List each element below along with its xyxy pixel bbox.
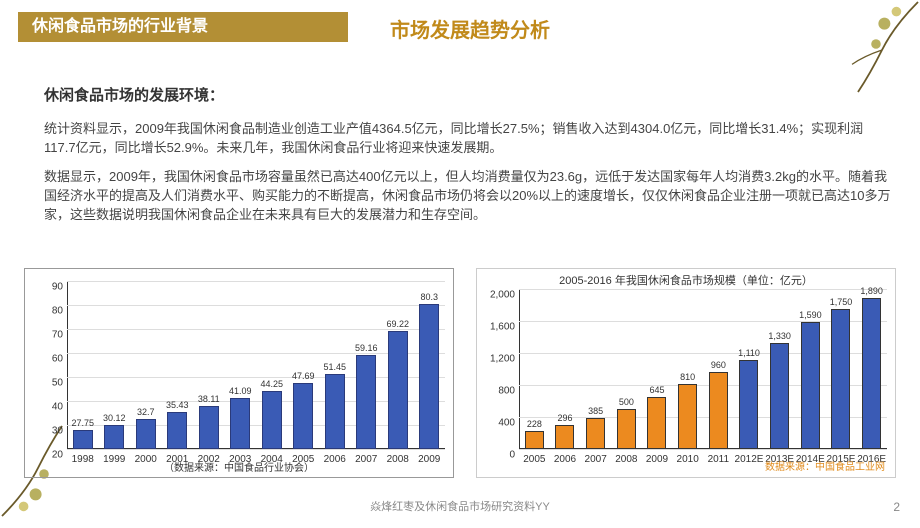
bar bbox=[801, 322, 820, 449]
section-subheading: 休闲食品市场的发展环境： bbox=[44, 84, 224, 105]
grid-line bbox=[67, 449, 445, 450]
bar-value-label: 1,330 bbox=[760, 331, 800, 341]
y-tick-label: 30 bbox=[35, 426, 63, 437]
bar bbox=[617, 409, 636, 449]
bar bbox=[293, 383, 313, 449]
y-tick-label: 2,000 bbox=[487, 290, 515, 301]
bar bbox=[555, 425, 574, 449]
bar bbox=[230, 398, 250, 449]
header-bar: 休闲食品市场的行业背景 bbox=[18, 12, 348, 42]
grid-line bbox=[67, 305, 445, 306]
bar-value-label: 1,110 bbox=[729, 348, 769, 358]
bar bbox=[388, 331, 408, 449]
bar-value-label: 960 bbox=[698, 360, 738, 370]
paragraph-1: 统计资料显示，2009年我国休闲食品制造业创造工业产值4364.5亿元，同比增长… bbox=[44, 120, 892, 158]
y-tick-label: 800 bbox=[487, 386, 515, 397]
bar bbox=[262, 391, 282, 449]
bar bbox=[167, 412, 187, 449]
y-tick-label: 1,600 bbox=[487, 322, 515, 333]
bar-value-label: 500 bbox=[606, 397, 646, 407]
bar bbox=[356, 355, 376, 449]
grid-line bbox=[519, 289, 887, 290]
grid-line bbox=[67, 329, 445, 330]
y-tick-label: 80 bbox=[35, 306, 63, 317]
page-number: 2 bbox=[893, 500, 900, 514]
y-tick-label: 50 bbox=[35, 378, 63, 389]
bar bbox=[831, 309, 850, 449]
y-tick-label: 60 bbox=[35, 354, 63, 365]
bar-value-label: 1,590 bbox=[790, 310, 830, 320]
grid-line bbox=[519, 449, 887, 450]
bar-value-label: 385 bbox=[576, 406, 616, 416]
bar bbox=[709, 372, 728, 449]
chart1-plot: 203040506070809027.75199830.12199932.720… bbox=[67, 281, 445, 449]
bar bbox=[739, 360, 758, 449]
bar bbox=[136, 419, 156, 449]
bar bbox=[586, 418, 605, 449]
floral-decoration-top-right bbox=[810, 0, 920, 110]
bar bbox=[104, 425, 124, 449]
footer-text: 焱烽红枣及休闲食品市场研究资料YY bbox=[0, 498, 920, 514]
bar bbox=[419, 304, 439, 449]
bar-value-label: 1,890 bbox=[852, 286, 892, 296]
bar bbox=[647, 397, 666, 449]
bar bbox=[73, 430, 93, 449]
main-title: 市场发展趋势分析 bbox=[390, 14, 550, 43]
bar bbox=[525, 431, 544, 449]
y-tick-label: 400 bbox=[487, 418, 515, 429]
bar-value-label: 80.3 bbox=[409, 292, 449, 302]
chart-market-scale: 2005-2016 年我国休闲食品市场规模（单位：亿元） 04008001,20… bbox=[476, 268, 896, 478]
bar bbox=[199, 406, 219, 449]
y-tick-label: 40 bbox=[35, 402, 63, 413]
y-tick-label: 1,200 bbox=[487, 354, 515, 365]
chart2-source: 数据来源：中国食品工业网 bbox=[765, 458, 885, 473]
bar-value-label: 645 bbox=[637, 385, 677, 395]
bar-value-label: 47.69 bbox=[283, 371, 323, 381]
bar bbox=[325, 374, 345, 449]
bar-value-label: 59.16 bbox=[346, 343, 386, 353]
bar bbox=[678, 384, 697, 449]
chart1-source: （数据来源：中国食品行业协会） bbox=[25, 459, 453, 474]
chart-industry-output: 203040506070809027.75199830.12199932.720… bbox=[24, 268, 454, 478]
y-tick-label: 70 bbox=[35, 330, 63, 341]
bar-value-label: 69.22 bbox=[378, 319, 418, 329]
y-tick-label: 0 bbox=[487, 450, 515, 461]
bar bbox=[770, 343, 789, 449]
y-tick-label: 90 bbox=[35, 282, 63, 293]
paragraph-2: 数据显示，2009年，我国休闲食品市场容量虽然已高达400亿元以上，但人均消费量… bbox=[44, 168, 892, 225]
grid-line bbox=[67, 281, 445, 282]
bar-value-label: 810 bbox=[668, 372, 708, 382]
chart2-plot: 04008001,2001,6002,000228200529620063852… bbox=[519, 289, 887, 449]
bar-value-label: 51.45 bbox=[315, 362, 355, 372]
bar bbox=[862, 298, 881, 449]
chart2-title: 2005-2016 年我国休闲食品市场规模（单位：亿元） bbox=[477, 272, 895, 288]
bar-value-label: 1,750 bbox=[821, 297, 861, 307]
